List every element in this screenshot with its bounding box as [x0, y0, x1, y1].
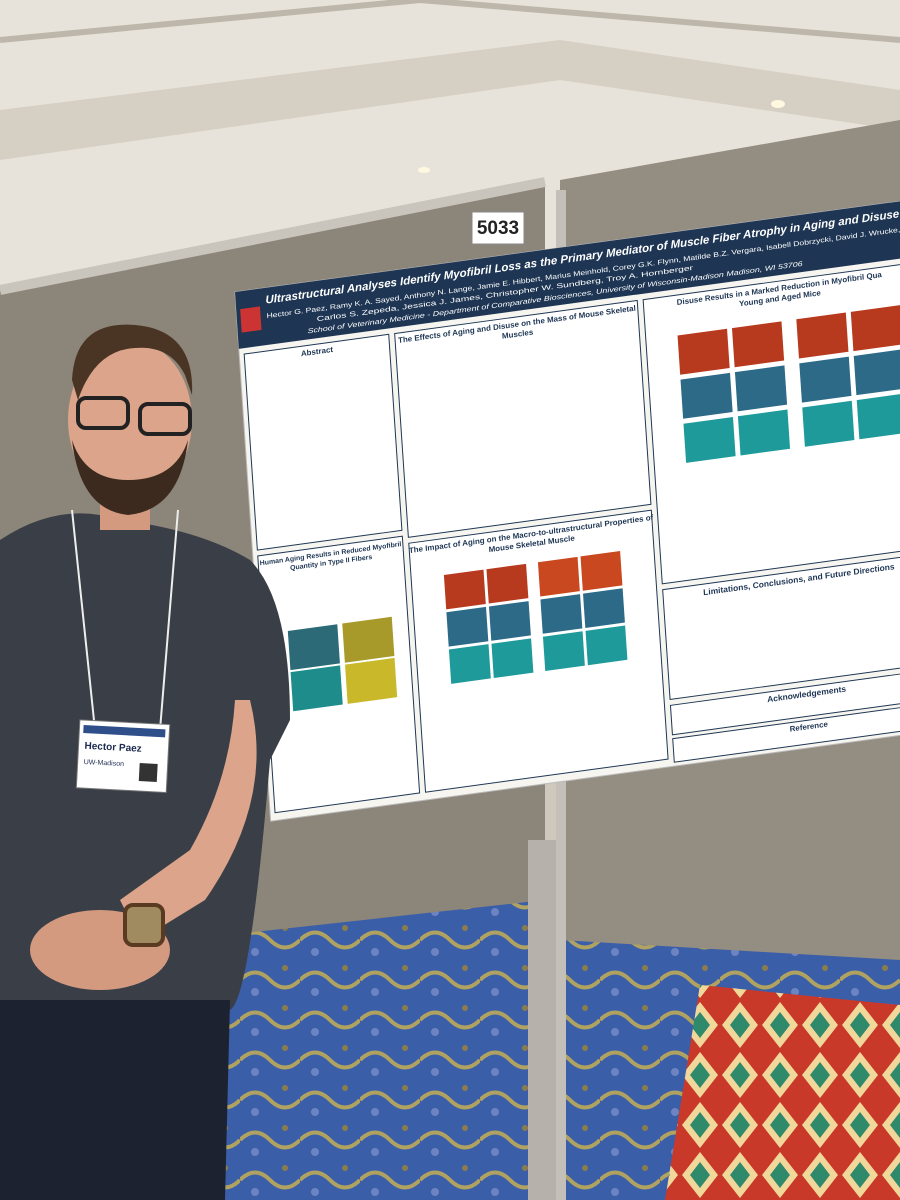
- micrograph-grid: [677, 305, 900, 463]
- section-panel: [662, 552, 900, 701]
- poster-header: [235, 200, 900, 349]
- section-panel: [394, 299, 652, 538]
- micrograph: [287, 624, 340, 671]
- qr-code: [138, 763, 158, 782]
- ceiling-light: [418, 167, 430, 173]
- ceiling-beam: [0, 40, 900, 160]
- arm: [120, 700, 257, 940]
- section-panel: [243, 333, 403, 551]
- logo: [240, 306, 262, 333]
- micrograph: [290, 665, 343, 712]
- section-panel: [672, 701, 900, 763]
- person: Hector Paez UW-Madison: [0, 324, 290, 1200]
- section-heading: Abstract: [301, 345, 334, 358]
- section-panel: [408, 509, 669, 793]
- name-badge: Hector Paez UW-Madison: [75, 719, 171, 793]
- hair: [72, 324, 193, 400]
- watch: [123, 903, 165, 947]
- rug: [665, 985, 900, 1200]
- pants: [0, 1000, 230, 1200]
- badge-name: Hector Paez: [84, 741, 142, 755]
- beard: [72, 440, 188, 515]
- ceiling-light: [771, 100, 785, 108]
- board-post: [528, 840, 558, 1200]
- section-heading: Muscles: [502, 327, 534, 340]
- glasses: [76, 396, 130, 430]
- board-number: 5033: [477, 218, 519, 239]
- lanyard: [71, 509, 179, 731]
- micrograph: [345, 657, 398, 704]
- badge-affiliation: UW-Madison: [83, 759, 124, 768]
- poster: Ultrastructural Analyses Identify Myofib…: [234, 199, 900, 822]
- section-panel: [669, 668, 900, 736]
- micrograph-grid: [443, 551, 628, 684]
- board-number-sign: [471, 211, 525, 245]
- micrograph: [342, 616, 395, 663]
